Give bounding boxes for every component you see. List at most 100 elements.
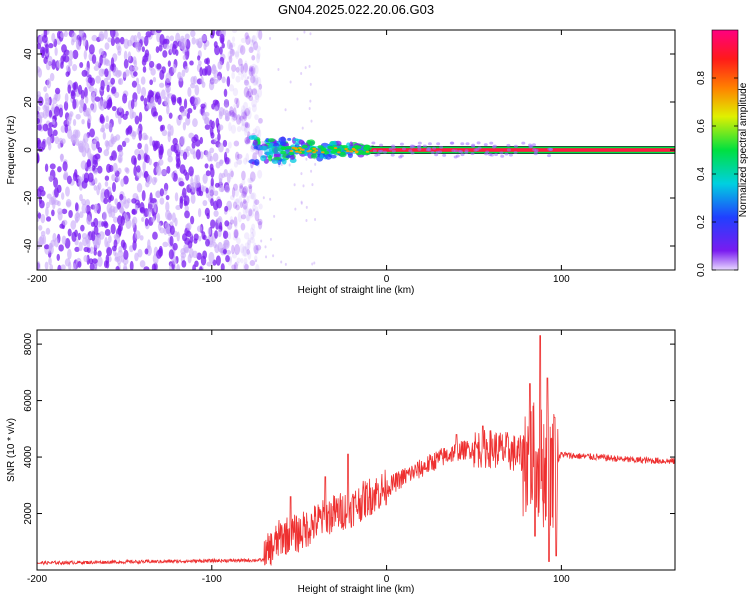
noise-cell bbox=[243, 79, 250, 86]
noise-cell bbox=[234, 261, 240, 267]
noise-cell bbox=[182, 121, 187, 131]
noise-cell bbox=[190, 82, 196, 89]
noise-cell bbox=[146, 103, 152, 110]
noise-cell bbox=[192, 118, 198, 128]
noise-cell bbox=[242, 200, 248, 210]
noise-cell bbox=[234, 151, 240, 161]
noise-cell bbox=[223, 239, 230, 246]
noise-cell bbox=[158, 115, 163, 122]
noise-cell bbox=[238, 64, 245, 73]
band-segment bbox=[344, 148, 348, 151]
noise-cell bbox=[51, 32, 56, 43]
noise-cell bbox=[117, 78, 122, 85]
noise-cell bbox=[159, 69, 165, 81]
band-segment bbox=[306, 150, 311, 153]
noise-cell bbox=[230, 124, 237, 134]
noise-cell bbox=[41, 34, 48, 44]
snr-frame bbox=[36, 329, 676, 571]
noise-cell bbox=[195, 139, 201, 147]
noise-cell bbox=[158, 44, 163, 52]
noise-cell bbox=[167, 212, 173, 221]
chart-title: GN04.2025.022.20.06.G03 bbox=[278, 2, 434, 17]
noise-cell bbox=[110, 133, 114, 144]
noise-cell bbox=[181, 69, 186, 77]
noise-cell bbox=[247, 76, 250, 80]
noise-cell bbox=[208, 251, 215, 263]
noise-cell bbox=[183, 169, 188, 176]
noise-cell bbox=[186, 222, 192, 231]
snr-panel: -200 -100 0 100 2000 4000 6000 8000 Height of … bbox=[6, 329, 676, 595]
noise-cell bbox=[213, 106, 219, 112]
noise-cell bbox=[229, 168, 234, 180]
noise-cell bbox=[37, 139, 42, 150]
noise-cell bbox=[277, 67, 280, 71]
signal-cell bbox=[324, 153, 332, 160]
noise-cell bbox=[254, 259, 257, 263]
noise-cell bbox=[302, 184, 305, 188]
noise-cell bbox=[37, 261, 41, 270]
noise-cell bbox=[156, 249, 162, 259]
noise-cell bbox=[134, 204, 139, 211]
signal-cell bbox=[260, 155, 267, 162]
noise-cell bbox=[130, 99, 135, 110]
band-noise-cell bbox=[399, 142, 404, 146]
noise-cell bbox=[194, 84, 200, 96]
noise-cell bbox=[167, 155, 173, 163]
noise-cell bbox=[143, 152, 148, 163]
band-noise-cell bbox=[485, 150, 490, 154]
noise-cell bbox=[93, 265, 98, 270]
noise-cell bbox=[170, 94, 177, 103]
noise-cell bbox=[256, 30, 260, 39]
noise-cell bbox=[54, 47, 58, 56]
noise-cell bbox=[242, 262, 249, 270]
band-segment bbox=[346, 150, 350, 153]
noise-cell bbox=[202, 199, 208, 207]
noise-cell bbox=[231, 111, 236, 118]
noise-cell bbox=[190, 193, 196, 205]
band-noise-cell bbox=[371, 141, 376, 145]
noise-cell bbox=[236, 153, 243, 160]
noise-cell bbox=[155, 46, 160, 53]
noise-cell bbox=[178, 96, 182, 106]
noise-cell bbox=[305, 157, 308, 161]
noise-cell bbox=[72, 82, 77, 91]
noise-cell bbox=[93, 217, 99, 228]
noise-cell bbox=[241, 111, 247, 120]
noise-cell bbox=[83, 172, 90, 183]
noise-cell bbox=[205, 170, 211, 177]
noise-cell bbox=[237, 44, 244, 54]
noise-cell bbox=[95, 75, 101, 84]
noise-cell bbox=[233, 183, 238, 191]
noise-cell bbox=[273, 214, 276, 218]
noise-cell bbox=[269, 237, 272, 241]
noise-cell bbox=[226, 172, 231, 184]
noise-cell bbox=[88, 166, 93, 172]
noise-cell bbox=[222, 248, 227, 255]
noise-cell bbox=[51, 103, 55, 112]
noise-cell bbox=[137, 142, 142, 150]
noise-cell bbox=[110, 57, 115, 68]
band-noise-cell bbox=[391, 144, 396, 148]
noise-cell bbox=[44, 102, 50, 111]
band-noise-cell bbox=[374, 153, 379, 157]
noise-cell bbox=[248, 67, 254, 77]
noise-cell bbox=[179, 135, 186, 146]
noise-cell bbox=[140, 76, 146, 85]
noise-cell bbox=[255, 244, 262, 251]
noise-cell bbox=[309, 82, 312, 86]
signal-cell bbox=[273, 156, 282, 161]
noise-cell bbox=[261, 140, 264, 144]
noise-cell bbox=[247, 251, 252, 260]
noise-cell bbox=[189, 148, 196, 155]
noise-cell bbox=[219, 247, 223, 254]
noise-cell bbox=[141, 46, 145, 53]
noise-cell bbox=[218, 124, 224, 131]
noise-cell bbox=[93, 203, 99, 212]
noise-cell bbox=[149, 192, 153, 204]
band-noise-cell bbox=[434, 153, 439, 157]
noise-cell bbox=[185, 116, 191, 126]
noise-cell bbox=[119, 193, 124, 201]
noise-cell bbox=[153, 201, 157, 213]
noise-cell bbox=[224, 220, 230, 227]
noise-cell bbox=[64, 93, 69, 103]
